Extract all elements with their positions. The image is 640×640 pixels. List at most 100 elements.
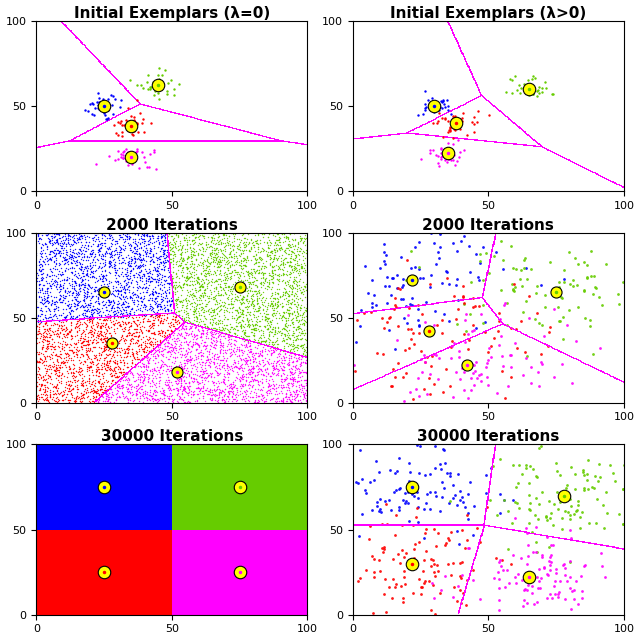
Point bbox=[278, 323, 289, 333]
Point bbox=[74, 280, 84, 291]
Point bbox=[452, 294, 463, 305]
Point bbox=[223, 314, 233, 324]
Point bbox=[132, 241, 142, 251]
Point bbox=[200, 364, 210, 374]
Point bbox=[173, 232, 183, 242]
Point bbox=[401, 548, 411, 559]
Point bbox=[230, 375, 240, 385]
Point bbox=[187, 362, 197, 372]
Point bbox=[390, 300, 400, 310]
Point bbox=[149, 274, 159, 284]
Point bbox=[281, 325, 291, 335]
Point bbox=[150, 287, 161, 298]
Point bbox=[49, 369, 60, 379]
Point bbox=[111, 396, 122, 406]
Point bbox=[209, 306, 220, 316]
Point bbox=[196, 328, 207, 338]
Point bbox=[138, 253, 148, 264]
Point bbox=[74, 345, 84, 355]
Point bbox=[113, 286, 123, 296]
Point bbox=[157, 357, 168, 367]
Point bbox=[83, 263, 93, 273]
Point bbox=[215, 265, 225, 275]
Point bbox=[243, 380, 253, 390]
Point bbox=[506, 372, 516, 382]
Point bbox=[234, 312, 244, 323]
Point bbox=[264, 380, 275, 390]
Point bbox=[35, 356, 45, 367]
Point bbox=[81, 322, 92, 332]
Point bbox=[34, 257, 44, 267]
Point bbox=[118, 325, 129, 335]
Point bbox=[94, 262, 104, 272]
Point bbox=[109, 397, 120, 407]
Point bbox=[184, 369, 194, 379]
Point bbox=[219, 241, 229, 252]
Point bbox=[527, 588, 537, 598]
Point bbox=[154, 268, 164, 278]
Point bbox=[545, 557, 556, 567]
Point bbox=[153, 82, 163, 92]
Point bbox=[555, 576, 565, 586]
Point bbox=[49, 304, 60, 314]
Point bbox=[291, 312, 301, 323]
Point bbox=[130, 236, 140, 246]
Point bbox=[81, 356, 91, 366]
Point bbox=[224, 337, 234, 347]
Point bbox=[291, 252, 301, 262]
Point bbox=[124, 228, 134, 238]
Point bbox=[137, 236, 147, 246]
Point bbox=[214, 340, 225, 350]
Point bbox=[217, 386, 227, 396]
Point bbox=[278, 361, 288, 371]
Point bbox=[176, 375, 186, 385]
Point bbox=[110, 257, 120, 267]
Point bbox=[414, 573, 424, 584]
Point bbox=[204, 269, 214, 280]
Point bbox=[157, 388, 168, 398]
Point bbox=[84, 307, 94, 317]
Point bbox=[214, 351, 224, 361]
Point bbox=[117, 388, 127, 399]
Point bbox=[494, 308, 504, 319]
Point bbox=[285, 257, 296, 267]
Point bbox=[256, 246, 266, 256]
Point bbox=[130, 244, 140, 254]
Point bbox=[232, 266, 242, 276]
Point bbox=[165, 245, 175, 255]
Point bbox=[142, 365, 152, 375]
Point bbox=[76, 275, 86, 285]
Point bbox=[193, 250, 204, 260]
Point bbox=[63, 395, 74, 405]
Point bbox=[98, 270, 108, 280]
Point bbox=[446, 151, 456, 161]
Point bbox=[191, 246, 201, 257]
Point bbox=[165, 300, 175, 310]
Point bbox=[109, 155, 120, 165]
Point bbox=[131, 312, 141, 322]
Point bbox=[182, 290, 192, 300]
Point bbox=[567, 586, 577, 596]
Point bbox=[163, 337, 173, 348]
Point bbox=[278, 260, 288, 270]
Point bbox=[241, 241, 251, 252]
Point bbox=[618, 484, 628, 494]
Point bbox=[38, 394, 49, 404]
Point bbox=[130, 331, 140, 341]
Point bbox=[284, 383, 294, 393]
Point bbox=[56, 323, 66, 333]
Point bbox=[115, 367, 125, 377]
Point bbox=[141, 230, 152, 240]
Point bbox=[51, 248, 61, 259]
Point bbox=[488, 461, 499, 472]
Point bbox=[180, 349, 190, 359]
Point bbox=[179, 337, 189, 347]
Point bbox=[277, 377, 287, 387]
Point bbox=[222, 271, 232, 282]
Point bbox=[104, 233, 114, 243]
Point bbox=[252, 298, 262, 308]
Point bbox=[413, 300, 424, 310]
Point bbox=[239, 255, 249, 265]
Point bbox=[230, 259, 241, 269]
Point bbox=[223, 394, 234, 404]
